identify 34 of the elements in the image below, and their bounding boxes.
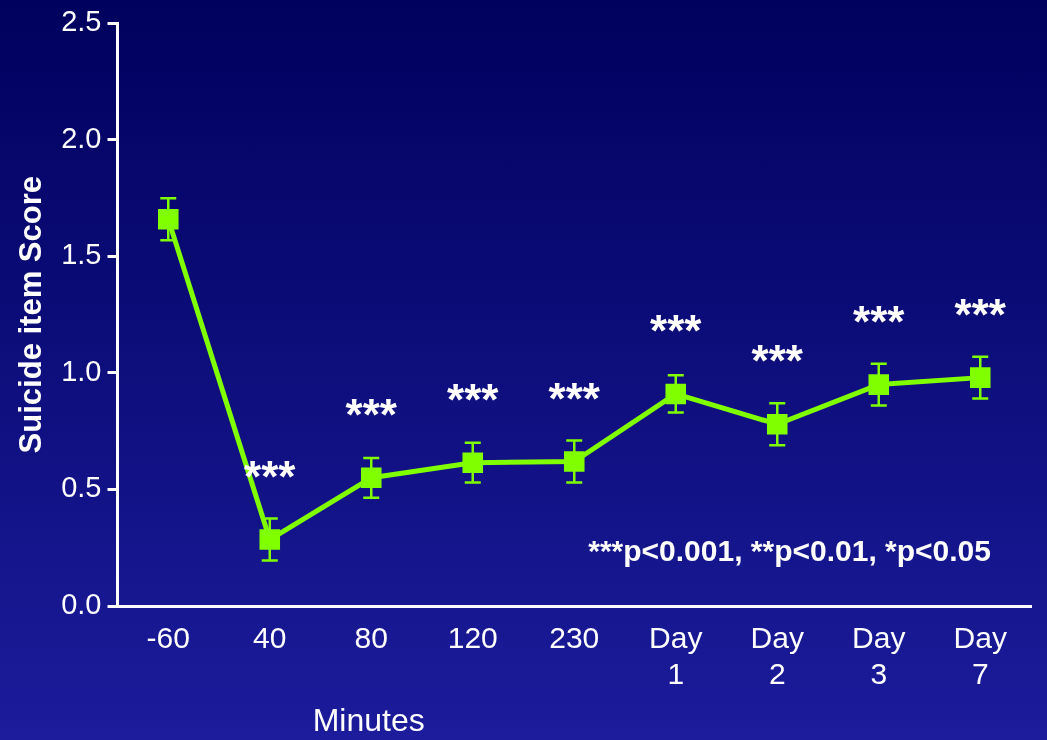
point [360, 467, 382, 489]
annotation: *** [853, 296, 906, 346]
point [969, 367, 991, 388]
point [462, 452, 484, 473]
x-tick-label: 40 [253, 621, 287, 655]
point [868, 374, 890, 395]
x-tick-label: Day 2 [750, 621, 804, 691]
annotation: *** [751, 336, 804, 386]
y-tick-label: 1.5 [61, 238, 102, 271]
x-tick-label: 230 [549, 621, 600, 655]
annotation: *** [548, 373, 601, 423]
x-tick-label: Day 3 [852, 621, 906, 691]
x-tick-label: 120 [447, 621, 498, 655]
annotation: *** [954, 289, 1007, 339]
annotation: *** [650, 306, 703, 356]
point [665, 383, 687, 405]
annotation: *** [345, 389, 398, 439]
y-tick-label: 0.0 [61, 588, 102, 620]
x-axis-title: Minutes [312, 701, 425, 738]
y-tick-label: 1.0 [61, 354, 102, 387]
x-tick-label: 80 [354, 621, 388, 655]
annotation: ***p<0.001, **p<0.01, *p<0.05 [588, 533, 991, 567]
point [157, 208, 179, 230]
y-tick-label: 2.5 [61, 5, 102, 38]
x-tick-label: Day 1 [649, 621, 703, 691]
annotation: *** [447, 374, 500, 424]
x-tick-label: Day 7 [953, 621, 1007, 691]
point [259, 529, 281, 550]
point [766, 413, 788, 435]
y-axis-title: Suicide item Score [13, 176, 49, 454]
y-tick-label: 2.0 [61, 121, 102, 154]
point [563, 451, 585, 472]
y-tick-label: 0.5 [61, 471, 102, 504]
x-tick-label: -60 [146, 621, 190, 655]
